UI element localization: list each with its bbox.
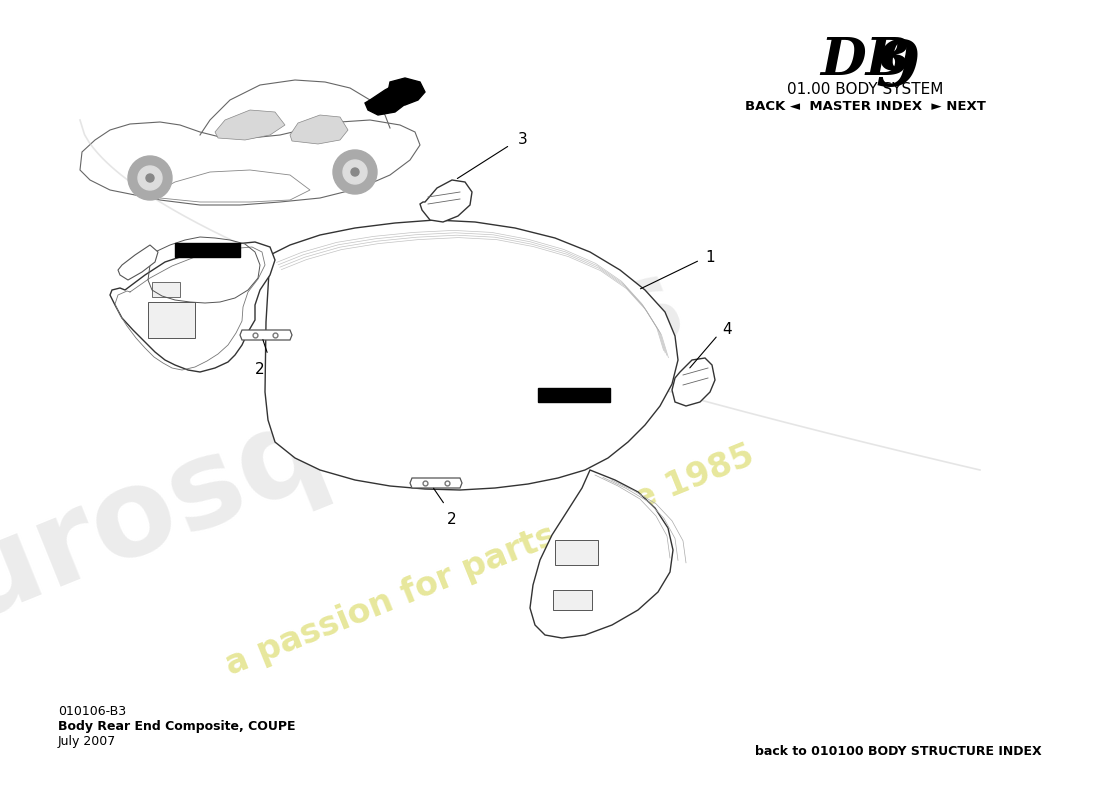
Bar [538,388,610,402]
Text: 01.00 BODY SYSTEM: 01.00 BODY SYSTEM [786,82,943,97]
Polygon shape [110,242,275,372]
Text: back to 010100 BODY STRUCTURE INDEX: back to 010100 BODY STRUCTURE INDEX [756,745,1042,758]
Polygon shape [240,330,292,340]
Text: 1: 1 [705,250,715,266]
Polygon shape [420,180,472,222]
Text: eurosquares: eurosquares [0,245,701,675]
Polygon shape [80,120,420,205]
Circle shape [333,150,377,194]
Text: BACK ◄  MASTER INDEX  ► NEXT: BACK ◄ MASTER INDEX ► NEXT [745,100,986,113]
Polygon shape [152,282,180,297]
Polygon shape [388,78,425,105]
Text: 2: 2 [255,362,265,377]
Circle shape [146,174,154,182]
Polygon shape [672,358,715,406]
Bar [175,243,240,257]
Text: 9: 9 [874,38,920,99]
Text: 3: 3 [518,133,528,147]
Polygon shape [365,80,415,115]
Text: DB: DB [820,35,911,86]
Text: 4: 4 [722,322,732,338]
Polygon shape [148,302,195,338]
Polygon shape [556,540,598,565]
Text: Body Rear End Composite, COUPE: Body Rear End Composite, COUPE [58,720,296,733]
Text: a passion for parts since 1985: a passion for parts since 1985 [221,438,759,682]
Circle shape [128,156,172,200]
Text: 010106-B3: 010106-B3 [58,705,126,718]
Polygon shape [160,170,310,202]
Polygon shape [290,115,348,144]
Circle shape [343,160,367,184]
Polygon shape [530,470,673,638]
Polygon shape [214,110,285,140]
Polygon shape [410,478,462,488]
Polygon shape [553,590,592,610]
Text: July 2007: July 2007 [58,735,117,748]
Polygon shape [118,245,158,280]
Circle shape [351,168,359,176]
Polygon shape [265,220,678,490]
Circle shape [138,166,162,190]
Text: 2: 2 [448,512,456,527]
